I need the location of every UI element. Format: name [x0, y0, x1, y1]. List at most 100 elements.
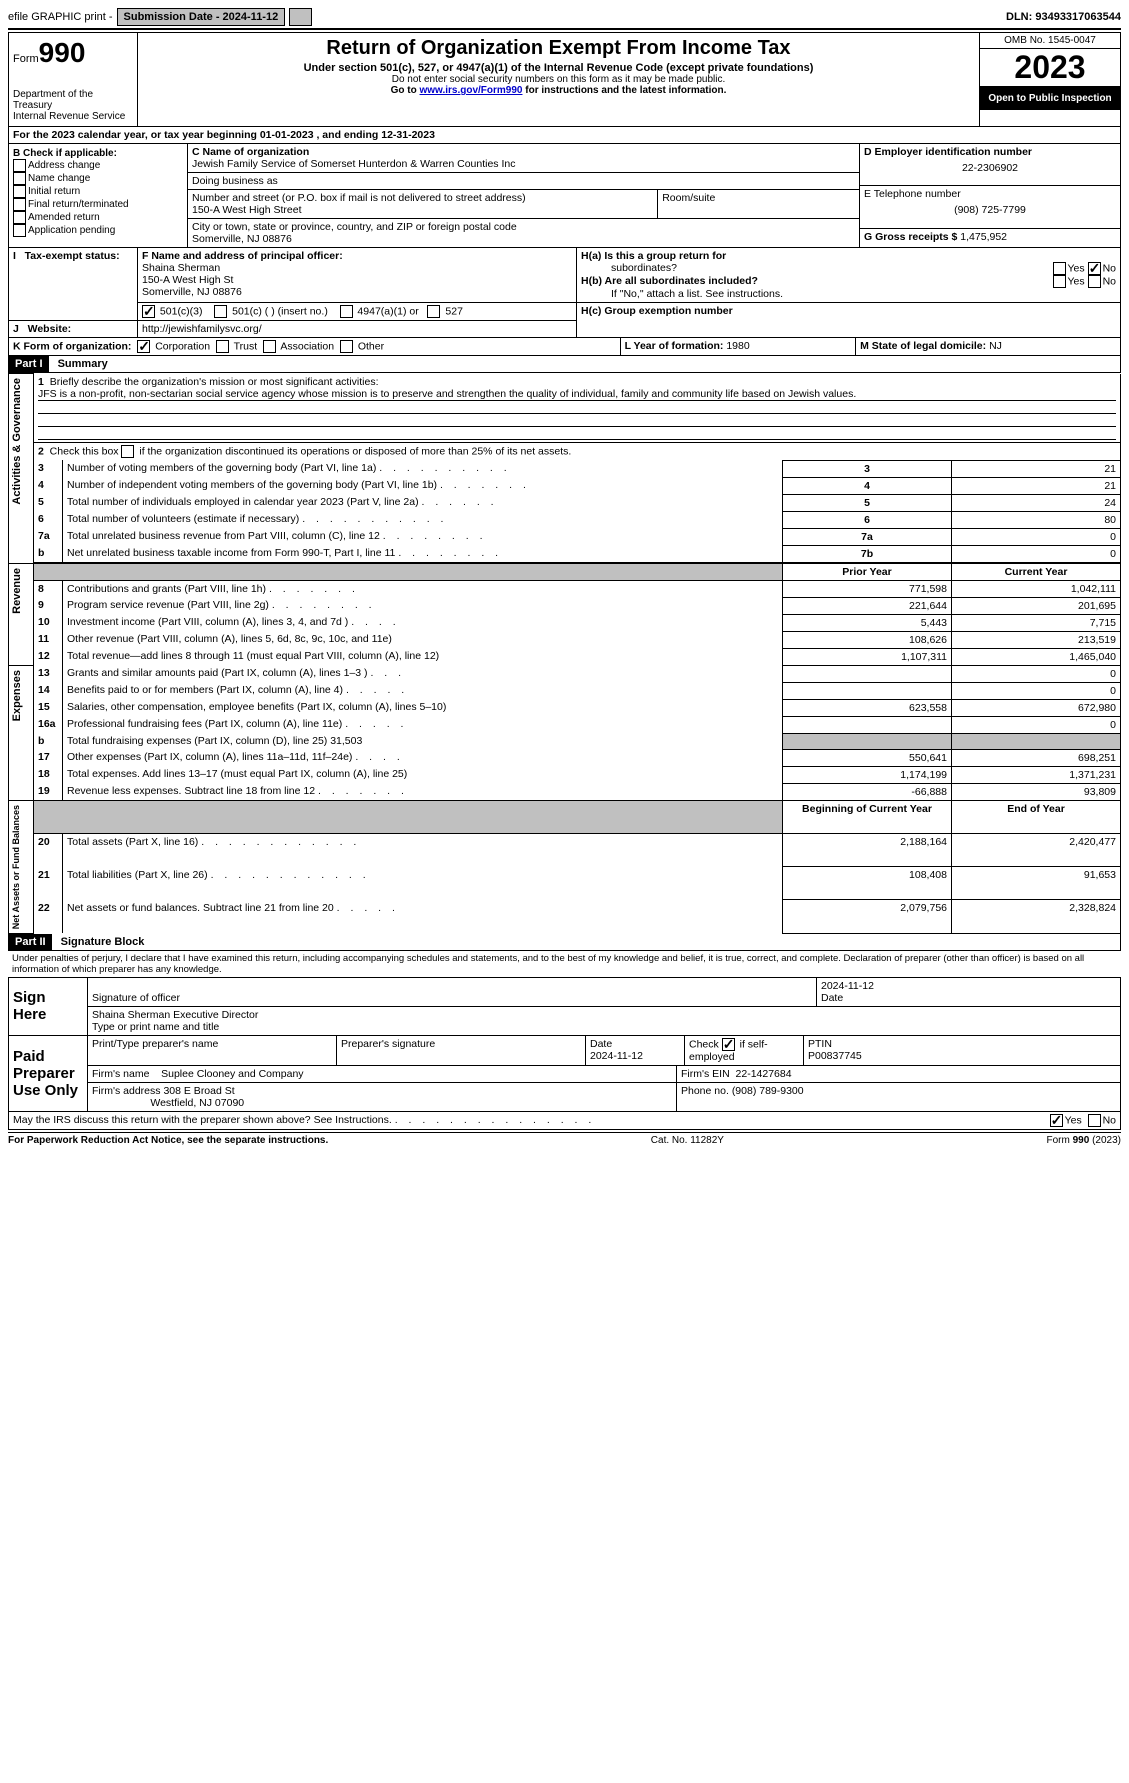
initial-return-checkbox[interactable] — [13, 185, 26, 198]
assoc-checkbox[interactable] — [263, 340, 276, 353]
section-f: F Name and address of principal officer:… — [138, 248, 577, 303]
part1-header-row: Part I Summary — [8, 356, 1121, 373]
ein-value: 22-2306902 — [864, 158, 1116, 178]
hb-no-checkbox[interactable] — [1088, 275, 1101, 288]
c-label: C Name of organizationJewish Family Serv… — [188, 144, 859, 173]
rev-vlabel-cell: Revenue — [9, 563, 34, 665]
discuss-no-checkbox[interactable] — [1088, 1114, 1101, 1127]
exp-row: 19Revenue less expenses. Subtract line 1… — [9, 783, 1121, 800]
org-name: Jewish Family Service of Somerset Hunter… — [192, 158, 516, 170]
exp-row: 15Salaries, other compensation, employee… — [9, 699, 1121, 716]
trust-checkbox[interactable] — [216, 340, 229, 353]
address-change-checkbox[interactable] — [13, 159, 26, 172]
exp-row: 14Benefits paid to or for members (Part … — [9, 682, 1121, 699]
section-f-h: I Tax-exempt status: F Name and address … — [8, 248, 1121, 338]
b-opt-pending: Application pending — [13, 224, 183, 237]
line1: 1 Briefly describe the organization's mi… — [34, 374, 1121, 443]
rev-row: 8Contributions and grants (Part VIII, li… — [9, 580, 1121, 597]
section-b-checkboxes: B Check if applicable: Address change Na… — [9, 144, 188, 247]
line2-checkbox[interactable] — [121, 445, 134, 458]
mission-text: JFS is a non-profit, non-sectarian socia… — [38, 388, 1116, 401]
gov-row: 7aTotal unrelated business revenue from … — [9, 528, 1121, 545]
501c3-checkbox[interactable] — [142, 305, 155, 318]
ein-label: D Employer identification number — [864, 146, 1032, 158]
section-d-g: D Employer identification number22-23069… — [859, 144, 1120, 247]
part1-table: Activities & Governance 1 Briefly descri… — [8, 373, 1121, 934]
gov-row: bNet unrelated business taxable income f… — [9, 545, 1121, 562]
application-pending-checkbox[interactable] — [13, 224, 26, 237]
irs-label: Internal Revenue Service — [13, 111, 133, 122]
dept-label: Department of the Treasury — [13, 89, 133, 111]
ssn-note: Do not enter social security numbers on … — [142, 74, 975, 85]
officer-addr2: Somerville, NJ 08876 — [142, 286, 242, 298]
header-mid: Return of Organization Exempt From Incom… — [138, 33, 979, 126]
preparer-row3: Firm's address 308 E Broad St Westfield,… — [88, 1082, 1121, 1111]
row-label: Number of voting members of the governin… — [63, 460, 783, 477]
officer-sig-row: Signature of officer — [88, 977, 817, 1006]
ha-no-checkbox[interactable] — [1088, 262, 1101, 275]
gov-vlabel: Activities & Governance — [9, 374, 25, 509]
row-num: 3 — [34, 460, 63, 477]
line1-label: Briefly describe the organization's miss… — [50, 376, 379, 388]
submission-date-button[interactable]: Submission Date - 2024-11-12 — [117, 8, 286, 26]
b-opt-address: Address change — [13, 159, 183, 172]
corp-checkbox[interactable] — [137, 340, 150, 353]
amended-return-checkbox[interactable] — [13, 211, 26, 224]
gross-value: 1,475,952 — [960, 231, 1007, 243]
irs-link[interactable]: www.irs.gov/Form990 — [419, 85, 522, 96]
dln-label: DLN: 93493317063544 — [1006, 11, 1121, 23]
gov-row: 6Total number of volunteers (estimate if… — [9, 511, 1121, 528]
form-label: Form — [13, 53, 39, 65]
name-change-checkbox[interactable] — [13, 172, 26, 185]
exp-vlabel: Expenses — [9, 666, 25, 725]
preparer-row2: Firm's name Suplee Clooney and Company F… — [88, 1065, 1121, 1082]
b-opt-final: Final return/terminated — [13, 198, 183, 211]
blank-button[interactable] — [289, 8, 312, 26]
4947-checkbox[interactable] — [340, 305, 353, 318]
final-return-checkbox[interactable] — [13, 198, 26, 211]
ha-yes-checkbox[interactable] — [1053, 262, 1066, 275]
b-opt-amended: Amended return — [13, 211, 183, 224]
form-header: Form990 Department of the Treasury Inter… — [8, 32, 1121, 127]
section-m: M State of legal domicile: NJ — [856, 338, 1121, 356]
public-inspection: Open to Public Inspection — [980, 87, 1120, 110]
hb-note: If "No," attach a list. See instructions… — [611, 288, 1116, 300]
section-k-m: K Form of organization: Corporation Trus… — [8, 338, 1121, 356]
hb-yes-checkbox[interactable] — [1053, 275, 1066, 288]
website-value: http://jewishfamilysvc.org/ — [138, 321, 577, 338]
501c-checkbox[interactable] — [214, 305, 227, 318]
527-checkbox[interactable] — [427, 305, 440, 318]
goto-suffix: for instructions and the latest informat… — [522, 85, 726, 96]
form-title: Return of Organization Exempt From Incom… — [142, 37, 975, 60]
net-vlabel-cell: Net Assets or Fund Balances — [9, 800, 34, 933]
city-value: Somerville, NJ 08876 — [192, 233, 292, 245]
net-vlabel: Net Assets or Fund Balances — [9, 801, 23, 933]
end-year-header: End of Year — [952, 800, 1121, 833]
discuss-row: May the IRS discuss this return with the… — [8, 1112, 1121, 1130]
preparer-row1: Print/Type preparer's name Preparer's si… — [88, 1035, 1121, 1065]
form-number: 990 — [39, 37, 86, 68]
officer-name: Shaina Sherman — [142, 262, 220, 274]
room-label: Room/suite — [658, 190, 859, 218]
tax-year: 2023 — [980, 48, 1120, 87]
line-a: For the 2023 calendar year, or tax year … — [8, 127, 1121, 144]
begin-year-header: Beginning of Current Year — [783, 800, 952, 833]
rev-vlabel: Revenue — [9, 564, 25, 618]
omb-label: OMB No. 1545-0047 — [980, 33, 1120, 48]
net-row: 22Net assets or fund balances. Subtract … — [9, 900, 1121, 933]
b-opt-initial: Initial return — [13, 185, 183, 198]
discuss-yes-checkbox[interactable] — [1050, 1114, 1063, 1127]
firm-name: Suplee Clooney and Company — [161, 1068, 303, 1080]
self-employed-checkbox[interactable] — [722, 1038, 735, 1051]
b-title: B Check if applicable: — [13, 148, 183, 159]
section-l: L Year of formation: 1980 — [620, 338, 856, 356]
part2-header: Part II — [9, 934, 52, 950]
part1-title: Summary — [58, 358, 108, 370]
sign-here-label: Sign Here — [9, 977, 88, 1035]
street-value: 150-A West High Street — [192, 204, 302, 216]
gov-vlabel-cell: Activities & Governance — [9, 374, 34, 564]
form-subtitle: Under section 501(c), 527, or 4947(a)(1)… — [142, 62, 975, 74]
other-checkbox[interactable] — [340, 340, 353, 353]
page-footer: For Paperwork Reduction Act Notice, see … — [8, 1132, 1121, 1146]
dba-label: Doing business as — [188, 173, 859, 190]
